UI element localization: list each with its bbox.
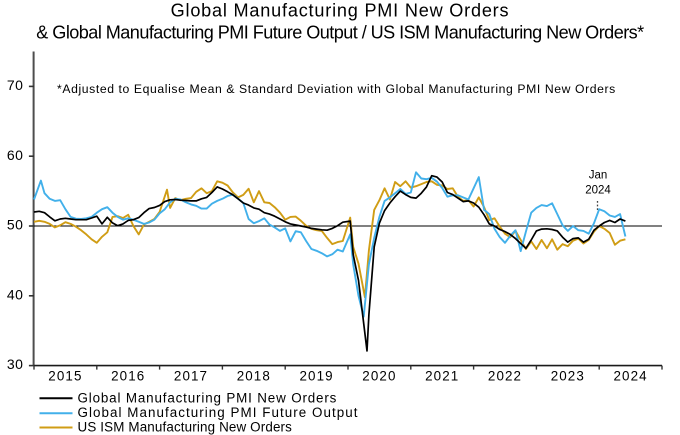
svg-text:2024: 2024 bbox=[585, 184, 611, 196]
svg-text:2020: 2020 bbox=[362, 368, 396, 383]
svg-text:2022: 2022 bbox=[488, 368, 522, 383]
svg-text:Jan: Jan bbox=[589, 169, 608, 181]
svg-text:50: 50 bbox=[7, 217, 23, 233]
svg-text:US ISM Manufacturing New Order: US ISM Manufacturing New Orders bbox=[78, 419, 293, 434]
svg-text:60: 60 bbox=[7, 147, 23, 163]
svg-text:Global Manufacturing PMI Futur: Global Manufacturing PMI Future Output bbox=[78, 405, 359, 420]
svg-text:2016: 2016 bbox=[111, 368, 145, 383]
svg-text:2024: 2024 bbox=[613, 368, 647, 383]
svg-text:2018: 2018 bbox=[237, 368, 271, 383]
svg-text:30: 30 bbox=[7, 356, 23, 372]
svg-text:2015: 2015 bbox=[48, 368, 82, 383]
svg-text:2023: 2023 bbox=[551, 368, 585, 383]
svg-text:70: 70 bbox=[7, 77, 23, 93]
svg-text:2017: 2017 bbox=[174, 368, 208, 383]
svg-text:2019: 2019 bbox=[299, 368, 333, 383]
svg-text:& Global Manufacturing PMI Fut: & Global Manufacturing PMI Future Output… bbox=[36, 23, 644, 43]
svg-text:*Adjusted to Equalise Mean & S: *Adjusted to Equalise Mean & Standard De… bbox=[57, 82, 616, 96]
svg-text:2021: 2021 bbox=[425, 368, 459, 383]
svg-text:40: 40 bbox=[7, 286, 23, 302]
svg-text:Global Manufacturing PMI New O: Global Manufacturing PMI New Orders bbox=[78, 391, 338, 406]
svg-text:Global Manufacturing PMI New O: Global Manufacturing PMI New Orders bbox=[171, 0, 510, 20]
